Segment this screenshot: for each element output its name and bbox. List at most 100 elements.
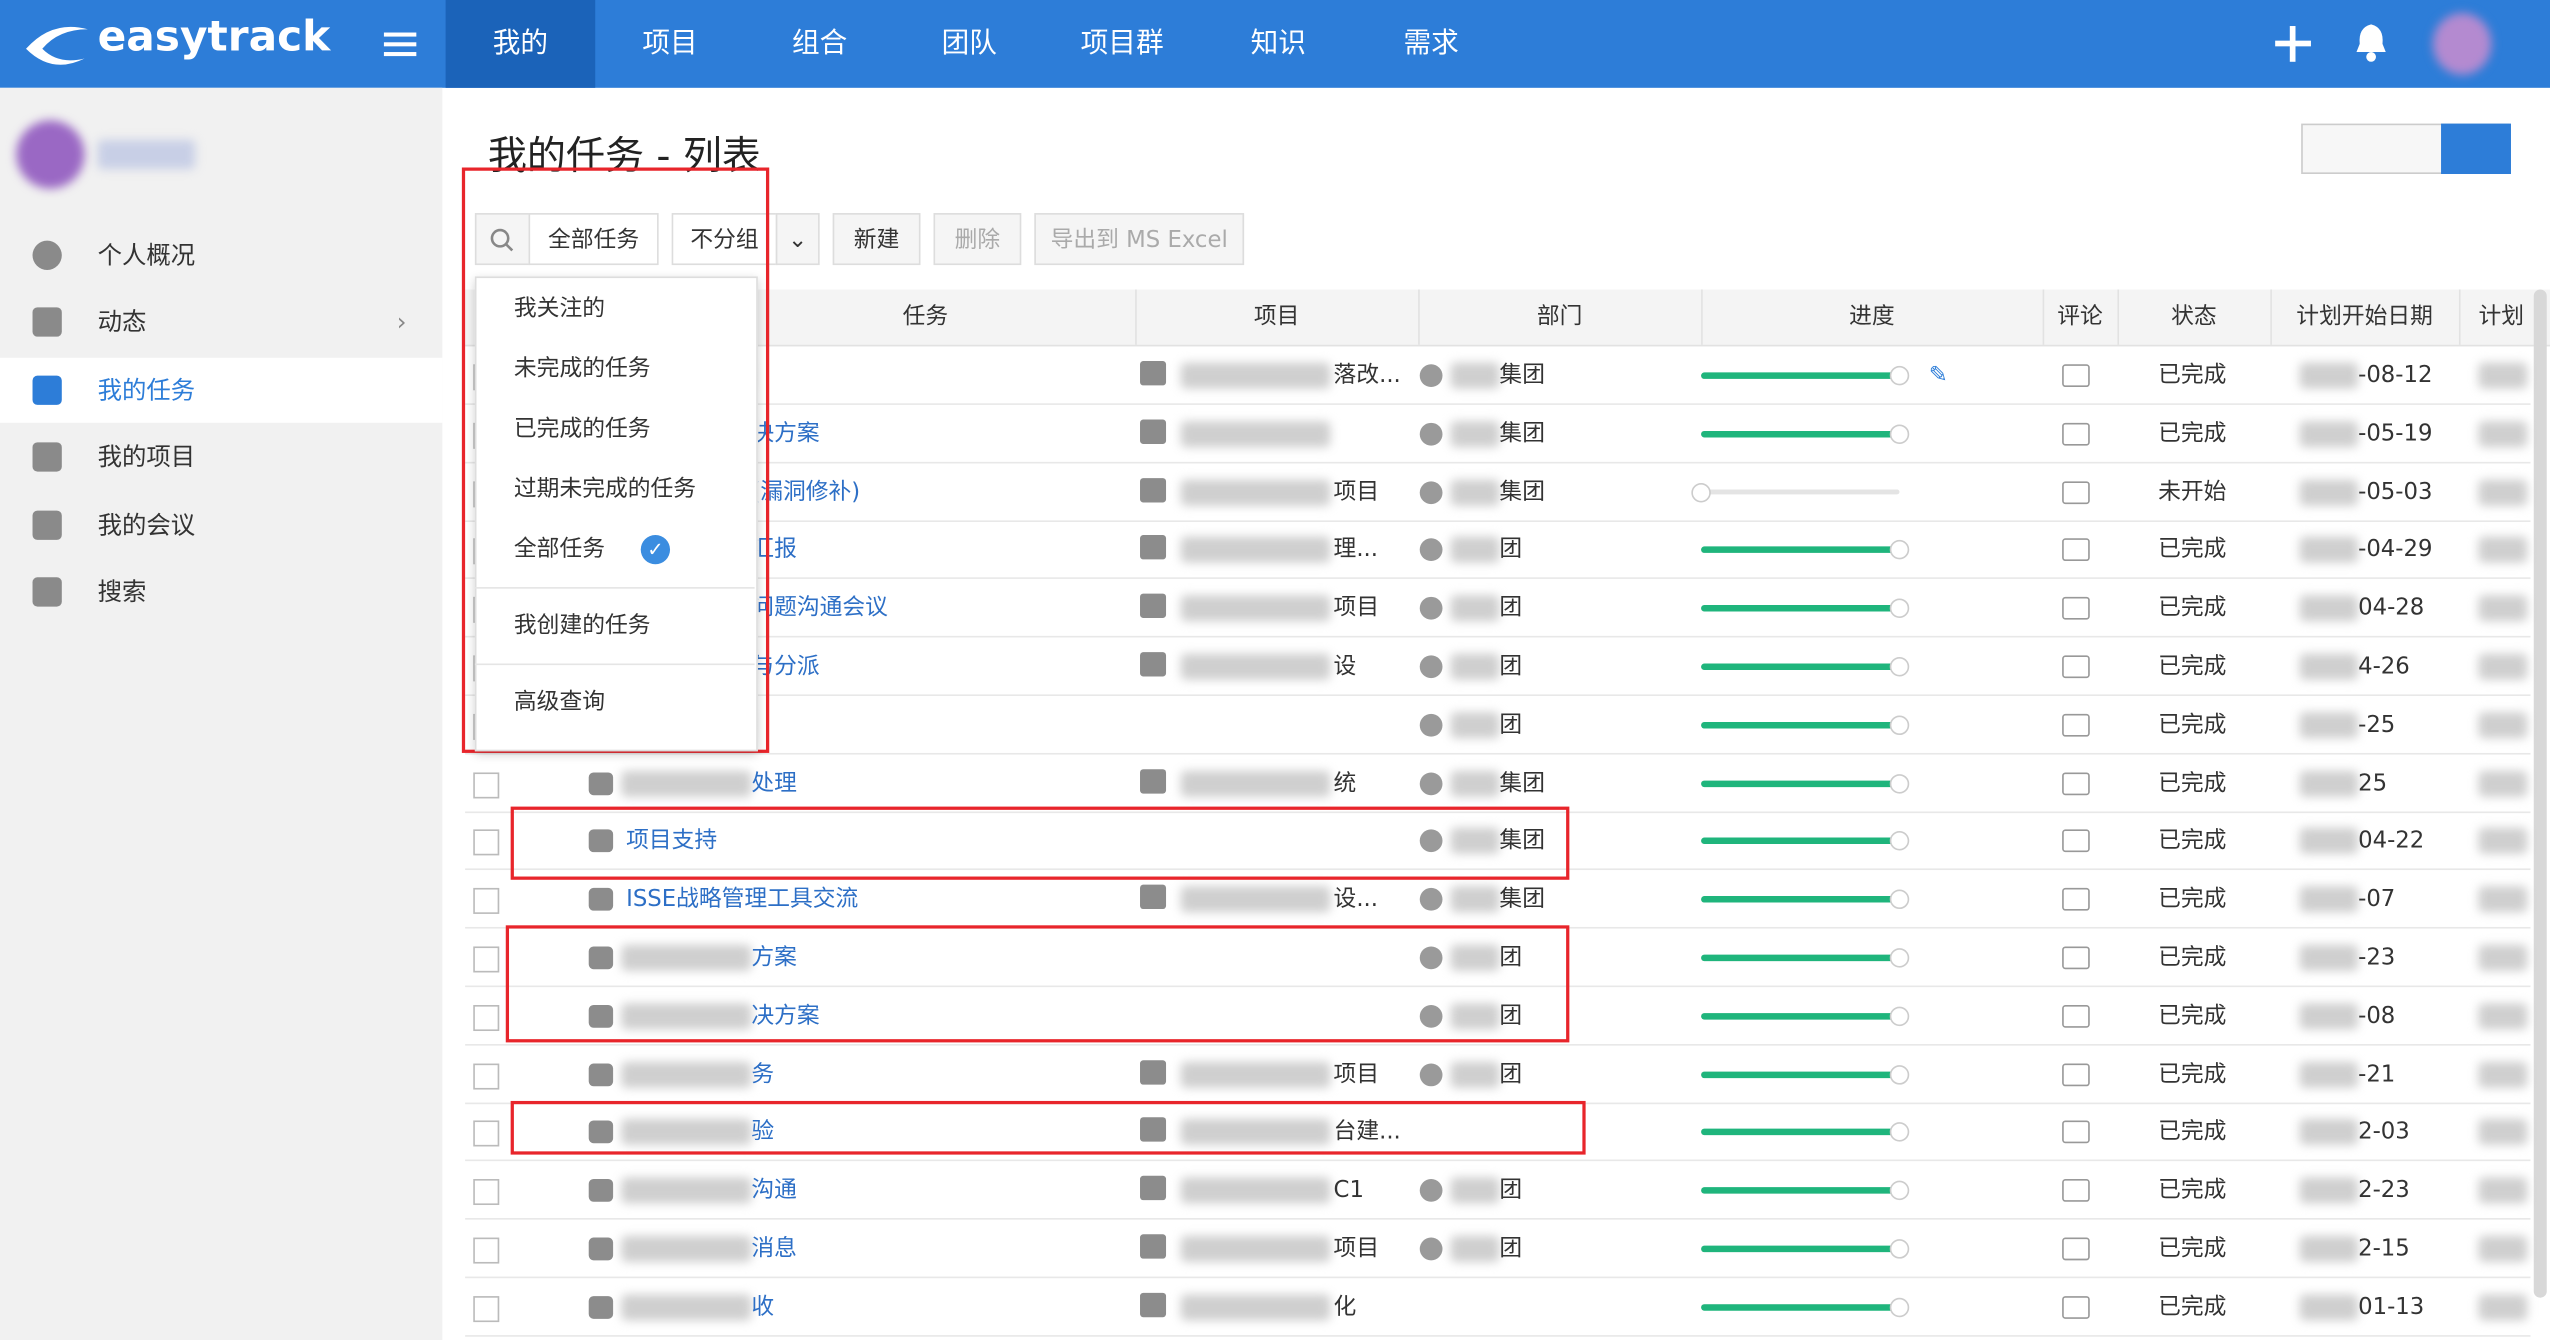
row-checkbox[interactable] <box>473 771 500 798</box>
project-name[interactable]: 项目 <box>1333 479 1380 506</box>
nav-item[interactable]: 项目群 <box>1080 27 1164 61</box>
task-name[interactable]: 处理 <box>751 770 797 797</box>
task-name[interactable]: 沟通 <box>751 1177 797 1204</box>
comment-icon[interactable] <box>2062 655 2090 679</box>
project-name[interactable]: 设... <box>1333 886 1379 913</box>
export-button[interactable]: 导出到 MS Excel <box>1034 213 1245 266</box>
sidebar-item[interactable]: 我的项目 <box>0 424 442 489</box>
bell-icon[interactable] <box>2353 21 2389 63</box>
comment-icon[interactable] <box>2062 364 2090 388</box>
progress-handle[interactable] <box>1889 1064 1910 1085</box>
filter-option[interactable]: 过期未完成的任务 <box>513 476 697 503</box>
project-name[interactable]: 化 <box>1333 1294 1357 1321</box>
row-checkbox[interactable] <box>473 1237 500 1264</box>
filter-option[interactable]: 我关注的 <box>513 295 605 322</box>
nav-item[interactable]: 我的 <box>445 0 596 88</box>
task-name[interactable]: 决方案 <box>751 420 820 447</box>
comment-icon[interactable] <box>2062 1295 2090 1319</box>
task-name[interactable]: 务 <box>751 1061 775 1088</box>
row-checkbox[interactable] <box>473 1295 500 1322</box>
comment-icon[interactable] <box>2062 597 2090 620</box>
comment-icon[interactable] <box>2062 1121 2090 1144</box>
new-button[interactable]: 新建 <box>832 213 921 266</box>
sidebar-item[interactable]: 个人概况 <box>0 223 442 288</box>
task-name[interactable]: (漏洞修补) <box>751 479 861 506</box>
row-checkbox[interactable] <box>473 1179 500 1206</box>
task-name[interactable]: ISSE战略管理工具交流 <box>626 886 859 913</box>
task-name[interactable]: 验 <box>751 1119 775 1146</box>
comment-icon[interactable] <box>2062 1179 2090 1203</box>
task-name[interactable]: 收 <box>751 1294 775 1321</box>
comment-icon[interactable] <box>2062 1237 2090 1261</box>
comment-icon[interactable] <box>2062 538 2090 562</box>
comment-icon[interactable] <box>2062 480 2090 504</box>
task-name[interactable]: 方案 <box>751 944 797 971</box>
row-checkbox[interactable] <box>473 1121 500 1148</box>
project-name[interactable]: 项目 <box>1333 595 1380 622</box>
progress-handle[interactable] <box>1691 482 1711 502</box>
progress-handle[interactable] <box>1889 1180 1910 1201</box>
project-name[interactable]: 落改... <box>1333 362 1401 389</box>
filter-button[interactable]: 全部任务 <box>528 213 659 266</box>
filter-option[interactable]: 高级查询 <box>474 663 755 732</box>
progress-handle[interactable] <box>1889 889 1910 910</box>
project-name[interactable]: 项目 <box>1333 1235 1380 1262</box>
comment-icon[interactable] <box>2062 830 2090 853</box>
project-name[interactable]: 统 <box>1333 770 1357 797</box>
project-name[interactable]: C1 <box>1333 1177 1364 1204</box>
group-button[interactable]: 不分组 <box>671 213 778 266</box>
nav-item[interactable]: 团队 <box>941 27 997 61</box>
progress-handle[interactable] <box>1889 1006 1910 1026</box>
comment-icon[interactable] <box>2062 713 2090 737</box>
add-icon[interactable] <box>2274 24 2313 63</box>
avatar[interactable] <box>2432 13 2492 75</box>
sidebar-item[interactable]: 动态 › <box>0 289 442 354</box>
row-checkbox[interactable] <box>473 830 500 857</box>
filter-option[interactable]: 已完成的任务 <box>513 416 651 443</box>
row-checkbox[interactable] <box>473 1004 500 1031</box>
task-name[interactable]: 问题沟通会议 <box>751 595 888 622</box>
delete-button[interactable]: 删除 <box>933 213 1022 266</box>
progress-handle[interactable] <box>1889 540 1910 561</box>
comment-icon[interactable] <box>2062 946 2090 970</box>
group-dropdown[interactable]: ⌄ <box>775 213 820 266</box>
progress-handle[interactable] <box>1889 365 1910 386</box>
task-name[interactable]: 汇报 <box>751 537 797 564</box>
progress-handle[interactable] <box>1889 831 1910 852</box>
logo[interactable]: easytrack <box>97 13 331 62</box>
sidebar-item[interactable]: 搜索 <box>0 559 442 624</box>
list-view-active[interactable] <box>2441 123 2511 175</box>
progress-handle[interactable] <box>1889 715 1910 735</box>
progress-handle[interactable] <box>1889 656 1910 677</box>
progress-handle[interactable] <box>1889 1239 1910 1259</box>
task-name[interactable]: 消息 <box>751 1235 797 1262</box>
nav-item[interactable]: 知识 <box>1250 27 1306 61</box>
row-checkbox[interactable] <box>473 946 500 973</box>
progress-handle[interactable] <box>1889 1122 1910 1143</box>
sidebar-item[interactable]: 我的会议 <box>0 493 442 558</box>
progress-handle[interactable] <box>1889 1297 1910 1317</box>
menu-icon[interactable] <box>383 29 420 58</box>
nav-item[interactable]: 项目 <box>642 27 698 61</box>
progress-handle[interactable] <box>1889 424 1910 444</box>
project-name[interactable]: 台建... <box>1333 1119 1401 1146</box>
comment-icon[interactable] <box>2062 1004 2090 1028</box>
task-name[interactable]: 与分派 <box>751 653 820 680</box>
edit-icon[interactable]: ✎ <box>1928 362 1948 389</box>
filter-option[interactable]: 全部任务 ✓ <box>475 520 755 579</box>
progress-handle[interactable] <box>1889 948 1910 968</box>
row-checkbox[interactable] <box>473 1062 500 1089</box>
task-name[interactable]: 项目支持 <box>626 828 718 855</box>
filter-option[interactable]: 我创建的任务 <box>474 587 755 656</box>
nav-item[interactable]: 组合 <box>791 27 848 61</box>
project-name[interactable]: 设 <box>1333 653 1357 680</box>
comment-icon[interactable] <box>2062 888 2090 911</box>
comment-icon[interactable] <box>2062 771 2090 795</box>
progress-handle[interactable] <box>1889 598 1910 619</box>
comment-icon[interactable] <box>2062 422 2090 446</box>
row-checkbox[interactable] <box>473 888 500 915</box>
project-name[interactable]: 理... <box>1333 537 1379 564</box>
comment-icon[interactable] <box>2062 1062 2090 1086</box>
project-name[interactable]: 项目 <box>1333 1061 1380 1088</box>
progress-handle[interactable] <box>1889 773 1910 793</box>
